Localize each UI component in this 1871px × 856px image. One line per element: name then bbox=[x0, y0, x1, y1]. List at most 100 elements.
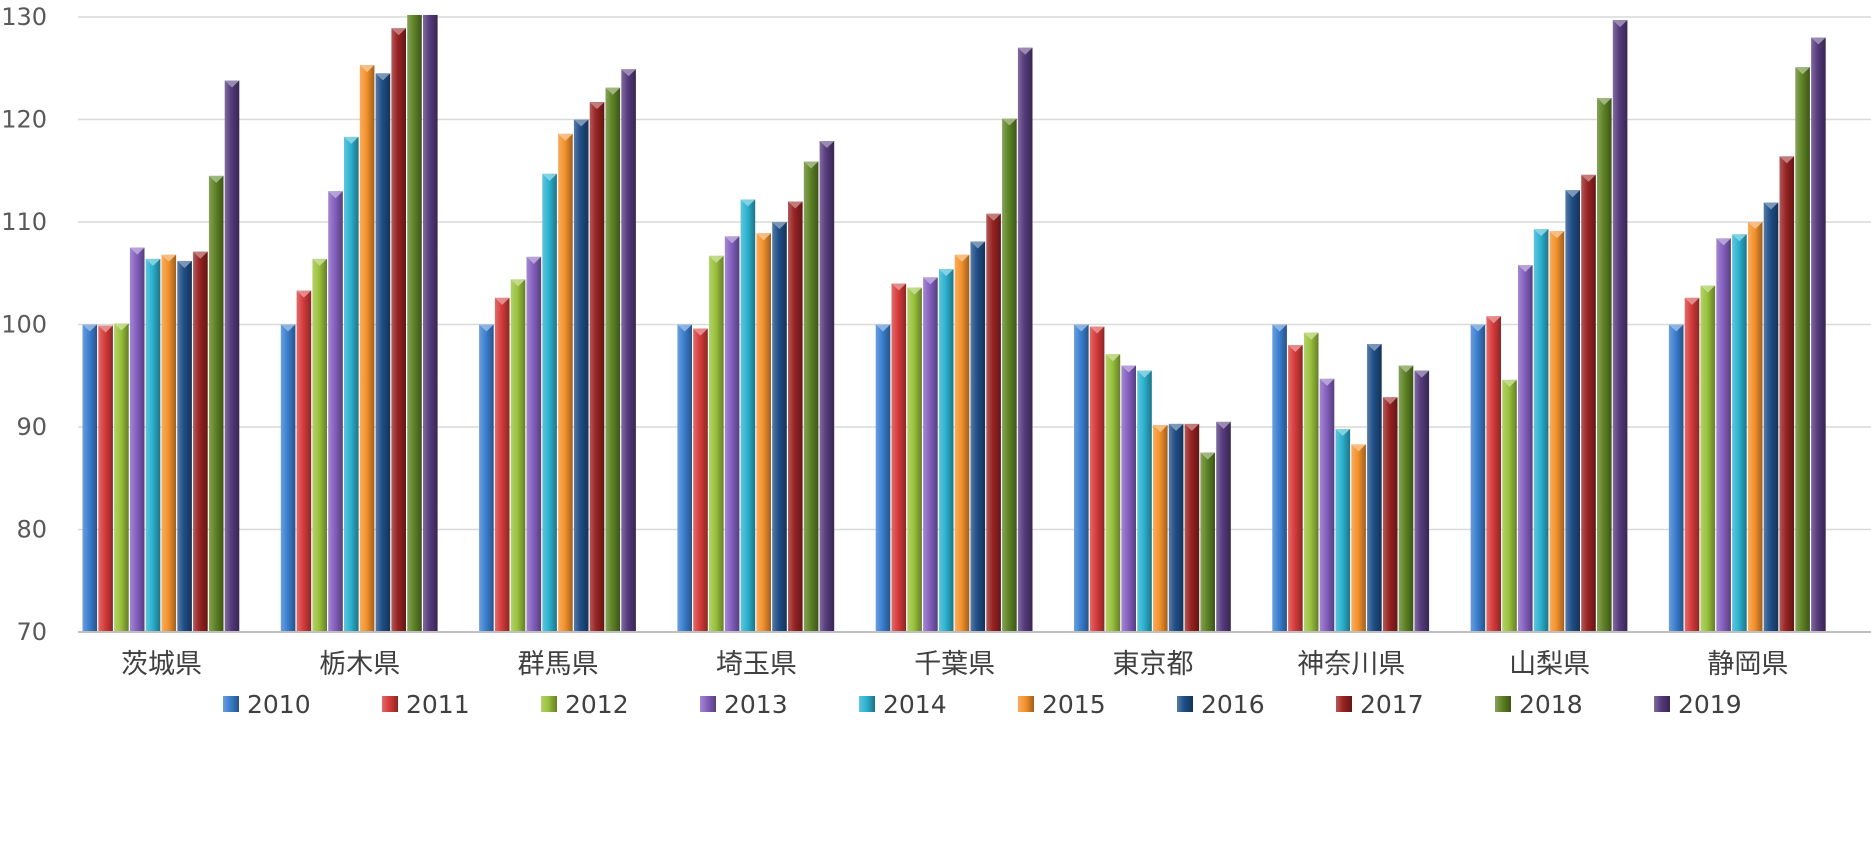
legend-item-2013[interactable]: 2013 bbox=[700, 690, 788, 719]
bar-千葉県-2014 bbox=[938, 269, 954, 632]
bar-茨城県-2015 bbox=[161, 254, 177, 633]
bar-cap-群馬県-2016 bbox=[573, 119, 589, 127]
bar-山梨県-2012 bbox=[1502, 379, 1517, 632]
bar-cap-東京都-2014 bbox=[1137, 370, 1152, 378]
bar-cap-埼玉県-2017 bbox=[788, 201, 803, 209]
bar-山梨県-2010 bbox=[1470, 324, 1486, 632]
bar-神奈川県-2012 bbox=[1303, 332, 1319, 632]
legend-swatch-2014 bbox=[859, 696, 875, 712]
bar-埼玉県-2018 bbox=[803, 161, 819, 632]
bar-静岡県-2018 bbox=[1795, 67, 1810, 633]
bar-cap-神奈川県-2018 bbox=[1398, 365, 1414, 373]
bar-cap-東京都-2016 bbox=[1168, 423, 1184, 431]
y-tick-label-120: 120 bbox=[1, 106, 47, 134]
legend-item-2014[interactable]: 2014 bbox=[859, 690, 947, 719]
bar-山梨県-2011 bbox=[1486, 316, 1501, 632]
bar-cap-埼玉県-2015 bbox=[756, 233, 771, 241]
legend-swatch-2017 bbox=[1336, 696, 1352, 712]
bar-cap-茨城県-2018 bbox=[208, 175, 224, 183]
bar-栃木県-2017 bbox=[391, 28, 406, 632]
bar-cap-栃木県-2010 bbox=[280, 324, 296, 332]
legend-item-2010[interactable]: 2010 bbox=[223, 690, 311, 719]
bar-cap-埼玉県-2016 bbox=[772, 222, 787, 229]
bar-cap-静岡県-2012 bbox=[1700, 285, 1716, 293]
bar-cap-埼玉県-2014 bbox=[740, 199, 756, 207]
legend-swatch-2015 bbox=[1018, 696, 1034, 712]
bar-cap-東京都-2019 bbox=[1216, 421, 1231, 429]
bar-東京都-2018 bbox=[1200, 452, 1215, 632]
bar-cap-山梨県-2014 bbox=[1533, 229, 1549, 237]
bar-cap-静岡県-2017 bbox=[1779, 156, 1795, 164]
bar-cap-群馬県-2011 bbox=[494, 297, 510, 305]
bar-東京都-2017 bbox=[1184, 423, 1200, 632]
bar-栃木県-2016 bbox=[375, 73, 391, 632]
bar-静岡県-2019 bbox=[1811, 37, 1826, 632]
bars bbox=[82, 14, 1826, 633]
bar-cap-千葉県-2016 bbox=[970, 241, 986, 249]
legend-item-2011[interactable]: 2011 bbox=[382, 690, 470, 719]
category-label-東京都: 東京都 bbox=[1113, 649, 1194, 680]
bar-cap-茨城県-2010 bbox=[82, 324, 98, 332]
bar-cap-千葉県-2019 bbox=[1017, 47, 1033, 55]
bar-cap-山梨県-2019 bbox=[1612, 20, 1628, 28]
bar-山梨県-2014 bbox=[1533, 229, 1549, 633]
bar-cap-栃木県-2016 bbox=[375, 73, 391, 81]
bar-cap-千葉県-2015 bbox=[954, 254, 970, 262]
y-tick-label-90: 90 bbox=[16, 413, 47, 441]
bar-埼玉県-2013 bbox=[724, 236, 740, 632]
legend-item-2019[interactable]: 2019 bbox=[1654, 690, 1742, 719]
bar-茨城県-2014 bbox=[145, 258, 161, 632]
bar-群馬県-2011 bbox=[494, 297, 510, 632]
legend[interactable]: 2010 2011 2012 2013 2014 2015 2016 2017 2018 2019 bbox=[223, 690, 1742, 719]
bar-茨城県-2018 bbox=[208, 175, 224, 632]
bar-cap-群馬県-2014 bbox=[542, 173, 557, 181]
legend-item-2017[interactable]: 2017 bbox=[1336, 690, 1424, 719]
bar-千葉県-2016 bbox=[970, 241, 986, 632]
bar-千葉県-2018 bbox=[1002, 118, 1017, 633]
bar-cap-群馬県-2018 bbox=[605, 87, 621, 95]
bar-cap-神奈川県-2010 bbox=[1272, 324, 1287, 332]
legend-label-2014: 2014 bbox=[883, 690, 947, 719]
bar-cap-群馬県-2010 bbox=[479, 324, 494, 332]
bar-埼玉県-2019 bbox=[819, 141, 835, 632]
bar-茨城県-2012 bbox=[114, 323, 129, 632]
bar-cap-山梨県-2011 bbox=[1486, 316, 1501, 324]
bar-群馬県-2010 bbox=[479, 324, 494, 632]
bar-静岡県-2012 bbox=[1700, 285, 1716, 632]
bar-cap-神奈川県-2012 bbox=[1303, 332, 1319, 340]
bar-山梨県-2019 bbox=[1612, 20, 1628, 632]
bar-cap-静岡県-2015 bbox=[1747, 222, 1763, 229]
bar-山梨県-2016 bbox=[1565, 190, 1580, 632]
legend-item-2016[interactable]: 2016 bbox=[1177, 690, 1265, 719]
bar-cap-千葉県-2017 bbox=[986, 213, 1001, 221]
category-label-栃木県: 栃木県 bbox=[319, 649, 400, 680]
bar-千葉県-2013 bbox=[923, 277, 938, 632]
bar-cap-埼玉県-2010 bbox=[677, 324, 692, 332]
legend-label-2013: 2013 bbox=[724, 690, 788, 719]
bar-茨城県-2011 bbox=[98, 325, 113, 632]
bar-cap-東京都-2012 bbox=[1105, 354, 1121, 362]
bar-千葉県-2017 bbox=[986, 213, 1001, 633]
bar-静岡県-2011 bbox=[1684, 297, 1700, 632]
legend-item-2012[interactable]: 2012 bbox=[541, 690, 629, 719]
bar-静岡県-2017 bbox=[1779, 156, 1795, 632]
legend-item-2018[interactable]: 2018 bbox=[1495, 690, 1583, 719]
bar-cap-茨城県-2013 bbox=[129, 247, 145, 255]
y-tick-label-100: 100 bbox=[1, 311, 47, 339]
bar-cap-茨城県-2016 bbox=[177, 260, 192, 268]
category-label-群馬県: 群馬県 bbox=[518, 649, 599, 680]
bar-cap-栃木県-2017 bbox=[391, 28, 406, 36]
category-label-神奈川県: 神奈川県 bbox=[1297, 649, 1405, 680]
bar-cap-東京都-2011 bbox=[1089, 326, 1105, 334]
legend-item-2015[interactable]: 2015 bbox=[1018, 690, 1106, 719]
bar-神奈川県-2011 bbox=[1288, 345, 1303, 632]
bar-茨城県-2013 bbox=[129, 247, 145, 632]
bar-茨城県-2016 bbox=[177, 260, 192, 632]
bar-cap-千葉県-2013 bbox=[923, 277, 938, 285]
y-axis-tick-labels: 70 80 90 100 110 120 130 bbox=[1, 3, 47, 646]
bar-埼玉県-2012 bbox=[709, 255, 724, 632]
bar-cap-山梨県-2012 bbox=[1502, 379, 1517, 387]
legend-swatch-2019 bbox=[1654, 696, 1670, 712]
bar-cap-群馬県-2019 bbox=[621, 69, 636, 77]
